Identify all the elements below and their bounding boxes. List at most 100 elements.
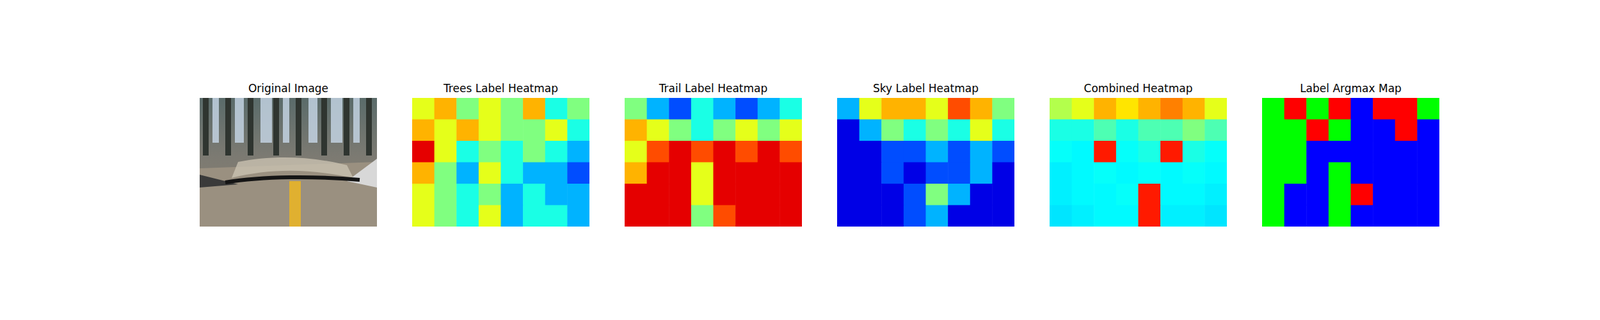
- cell: [1328, 140, 1352, 163]
- cell: [545, 205, 568, 228]
- cell: [947, 183, 971, 206]
- cell: [757, 97, 781, 120]
- cell: [903, 140, 927, 163]
- cell: [1351, 140, 1374, 163]
- cell: [501, 119, 524, 142]
- tree-trunk: [202, 97, 209, 156]
- cell: [647, 183, 670, 206]
- cell: [1395, 162, 1418, 185]
- cell: [478, 140, 502, 163]
- cell: [837, 97, 860, 120]
- cell: [456, 183, 479, 206]
- cell: [1306, 205, 1329, 228]
- cell: [1262, 183, 1285, 206]
- cell: [691, 119, 714, 142]
- cell: [1416, 162, 1440, 185]
- cell: [1416, 97, 1440, 120]
- cell: [1306, 140, 1329, 163]
- cell: [713, 162, 736, 185]
- cell: [926, 119, 949, 142]
- cell: [1306, 183, 1329, 206]
- cell: [947, 119, 971, 142]
- cell: [1284, 205, 1307, 228]
- cell: [668, 205, 692, 228]
- cell: [412, 162, 435, 185]
- cell: [567, 97, 590, 120]
- panel: Sky Label Heatmap: [837, 81, 1016, 228]
- cell: [713, 205, 736, 228]
- tree-trunk: [343, 97, 350, 156]
- cell: [501, 140, 524, 163]
- cell: [567, 119, 590, 142]
- cell: [735, 119, 758, 142]
- cell: [992, 97, 1015, 120]
- cell: [757, 205, 781, 228]
- cell: [1204, 97, 1227, 120]
- cell: [992, 183, 1015, 206]
- cell: [1093, 183, 1117, 206]
- cell: [970, 162, 993, 185]
- panel-title: Sky Label Heatmap: [872, 81, 979, 95]
- sky-gap: [353, 97, 360, 143]
- cell: [903, 183, 927, 206]
- cell: [456, 97, 479, 120]
- cell: [647, 205, 670, 228]
- cell: [859, 183, 882, 206]
- cell: [1072, 162, 1095, 185]
- cell: [522, 183, 546, 206]
- cell: [1262, 162, 1285, 185]
- cell: [668, 183, 692, 206]
- cell: [567, 140, 590, 163]
- cell: [947, 205, 971, 228]
- cell: [412, 97, 435, 120]
- cell: [412, 119, 435, 142]
- cell: [1093, 205, 1117, 228]
- panel: Trail Label Heatmap: [624, 81, 803, 228]
- cell: [522, 140, 546, 163]
- cell: [1160, 97, 1183, 120]
- cell: [1093, 140, 1117, 163]
- cell: [1138, 97, 1161, 120]
- cell: [735, 183, 758, 206]
- cell: [624, 205, 648, 228]
- cell: [478, 162, 502, 185]
- cell: [624, 140, 648, 163]
- cell: [926, 97, 949, 120]
- cell: [647, 140, 670, 163]
- cell: [434, 97, 457, 120]
- plot-area: [199, 97, 377, 227]
- cell: [735, 97, 758, 120]
- cell: [434, 205, 457, 228]
- cell: [478, 205, 502, 228]
- cell: [545, 140, 568, 163]
- cell: [903, 205, 927, 228]
- cell: [691, 162, 714, 185]
- panel-title: Combined Heatmap: [1084, 81, 1193, 95]
- cell: [881, 183, 904, 206]
- cell: [1372, 162, 1396, 185]
- cell: [779, 162, 802, 185]
- cell: [1182, 183, 1206, 206]
- cell: [881, 97, 904, 120]
- cell: [522, 119, 546, 142]
- panel-title: Original Image: [248, 81, 329, 95]
- cell: [1160, 119, 1183, 142]
- cell: [1138, 162, 1161, 185]
- cell: [903, 162, 927, 185]
- cell: [713, 183, 736, 206]
- cell: [668, 162, 692, 185]
- cell: [837, 205, 860, 228]
- cell: [970, 183, 993, 206]
- cell: [859, 97, 882, 120]
- cell: [1372, 140, 1396, 163]
- cell: [434, 183, 457, 206]
- cell: [1072, 140, 1095, 163]
- cell: [1351, 162, 1374, 185]
- cell: [1160, 162, 1183, 185]
- cell: [1116, 205, 1139, 228]
- plot-area: [624, 97, 802, 227]
- cell: [434, 119, 457, 142]
- cell: [545, 183, 568, 206]
- cell: [1328, 183, 1352, 206]
- arm: [346, 158, 377, 188]
